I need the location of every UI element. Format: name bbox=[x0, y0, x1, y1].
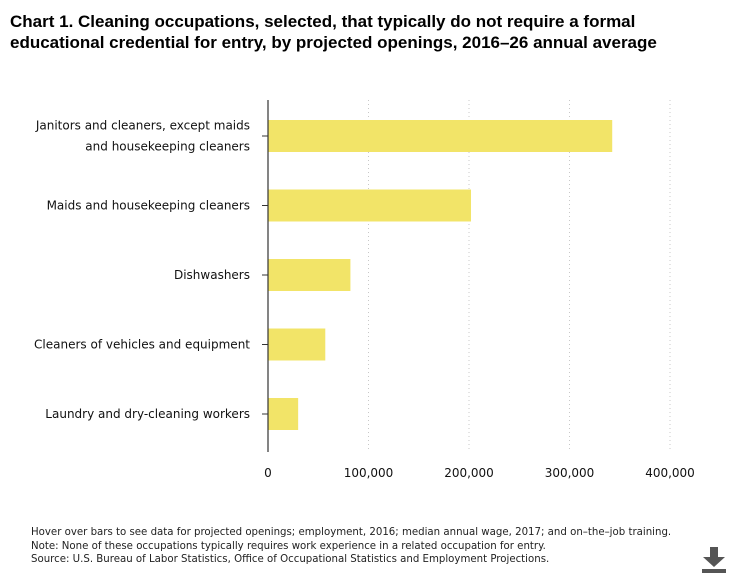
x-tick-label: 300,000 bbox=[545, 466, 595, 480]
category-label: Cleaners of vehicles and equipment bbox=[34, 338, 250, 352]
bar[interactable] bbox=[268, 328, 326, 361]
x-tick-label: 400,000 bbox=[645, 466, 695, 480]
bar[interactable] bbox=[268, 259, 351, 291]
category-label: and housekeeping cleaners bbox=[85, 140, 250, 154]
x-tick-label: 200,000 bbox=[444, 466, 494, 480]
category-label: Janitors and cleaners, except maids bbox=[35, 119, 250, 133]
category-label: Dishwashers bbox=[174, 268, 250, 282]
category-label: Maids and housekeeping cleaners bbox=[47, 199, 250, 213]
chart-title: Chart 1. Cleaning occupations, selected,… bbox=[10, 12, 657, 52]
download-icon[interactable] bbox=[700, 545, 728, 575]
hover-note: Hover over bars to see data for projecte… bbox=[31, 527, 672, 538]
bar[interactable] bbox=[268, 398, 299, 430]
chart-notes: Hover over bars to see data for projecte… bbox=[31, 526, 731, 567]
experience-note: Note: None of these occupations typicall… bbox=[31, 540, 546, 552]
bar[interactable] bbox=[268, 120, 613, 152]
bar-chart: Janitors and cleaners, except maids and h… bbox=[34, 100, 695, 480]
x-tick-label: 0 bbox=[264, 466, 272, 480]
bar[interactable] bbox=[268, 189, 472, 222]
category-label: Laundry and dry-cleaning workers bbox=[45, 407, 250, 421]
x-tick-label: 100,000 bbox=[344, 466, 394, 480]
source-note: Source: U.S. Bureau of Labor Statistics,… bbox=[31, 554, 550, 565]
